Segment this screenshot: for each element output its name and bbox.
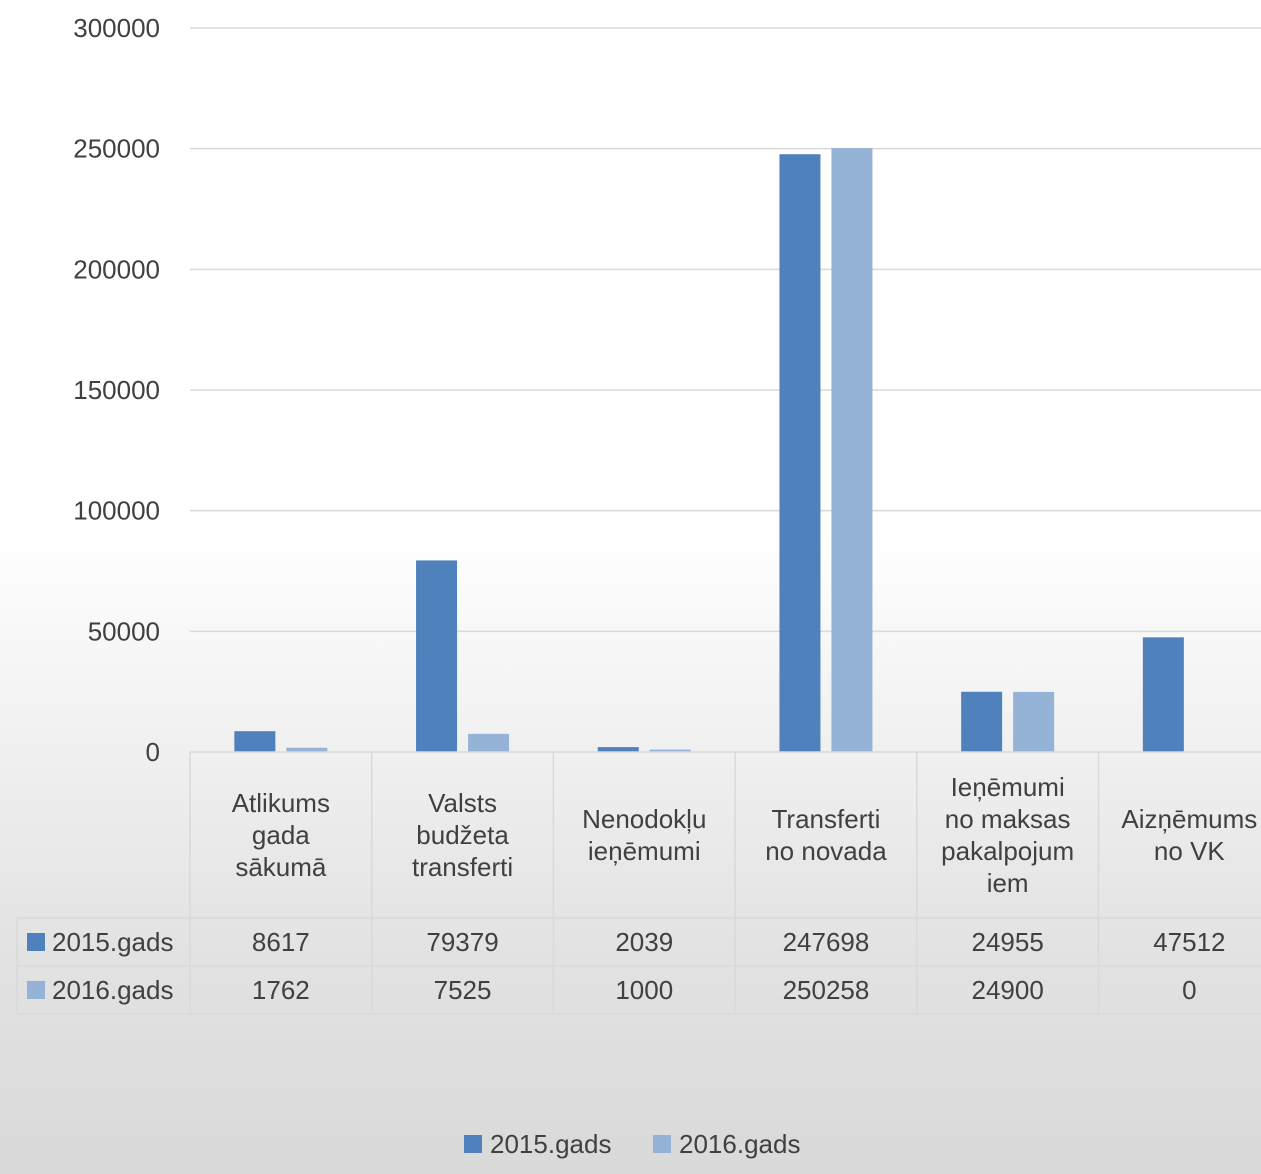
table-cell: 24955 (971, 927, 1043, 957)
bar-2015.gads-6 (1142, 637, 1184, 752)
bar-2015.gads-5 (961, 691, 1003, 752)
y-tick-label: 100000 (73, 496, 160, 526)
table-cell: 250258 (783, 975, 870, 1005)
table-cell: 47512 (1153, 927, 1225, 957)
y-axis-ticks: 0 50000 100000 150000 200000 250000 300000 (73, 13, 160, 767)
y-tick-label: 250000 (73, 134, 160, 164)
series-key-2015.gads (27, 933, 45, 951)
category-label-line: no VK (1154, 836, 1225, 866)
table-cell: 1000 (615, 975, 673, 1005)
y-tick-label: 50000 (88, 616, 160, 646)
category-label-line: sākumā (235, 852, 327, 882)
y-tick-label: 150000 (73, 375, 160, 405)
legend-label: 2015.gads (490, 1129, 611, 1159)
category-label-line: gada (252, 820, 310, 850)
category-label: Ieņēmumi no maksas pakalpojum iem (941, 772, 1074, 898)
gridlines (190, 27, 1261, 633)
y-tick-label: 200000 (73, 254, 160, 284)
bars (234, 148, 1184, 753)
table-cell: 2039 (615, 927, 673, 957)
table-cell: 79379 (426, 927, 498, 957)
category-label-line: transferti (412, 852, 513, 882)
bar-2016.gads-1 (286, 747, 328, 752)
table-cell: 7525 (434, 975, 492, 1005)
legend: 2015.gads 2016.gads (464, 1129, 800, 1159)
category-label: Transferti no novada (765, 804, 887, 866)
category-label-line: budžeta (416, 820, 509, 850)
bar-2016.gads-2 (468, 733, 510, 752)
table-cell: 8617 (252, 927, 310, 957)
category-label: Nenodokļu ieņēmumi (582, 804, 706, 866)
legend-key-2015.gads (464, 1135, 482, 1153)
series-name: 2016.gads (52, 975, 173, 1005)
bar-2016.gads-3 (649, 749, 691, 752)
bar-2015.gads-1 (234, 731, 276, 752)
category-label-line: no novada (765, 836, 887, 866)
bar-2015.gads-4 (779, 154, 821, 752)
category-label: Aizņēmums no VK (1121, 804, 1257, 866)
category-label-line: Aizņēmums (1121, 804, 1257, 834)
table-cell: 1762 (252, 975, 310, 1005)
bar-2015.gads-2 (416, 560, 458, 752)
legend-key-2016.gads (653, 1135, 671, 1153)
category-label-line: Atlikums (232, 788, 330, 818)
category-label-line: no maksas (945, 804, 1071, 834)
category-label-line: Valsts (428, 788, 497, 818)
y-tick-label: 0 (146, 737, 160, 767)
category-label: Valsts budžeta transferti (412, 788, 513, 882)
category-label-line: pakalpojum (941, 836, 1074, 866)
category-label-line: Nenodokļu (582, 804, 706, 834)
table-cell: 0 (1182, 975, 1196, 1005)
data-table: Atlikums gada sākumā Valsts budžeta transfert… (16, 751, 1261, 1015)
category-label-line: ieņēmumi (588, 836, 701, 866)
series-name: 2015.gads (52, 927, 173, 957)
bar-2015.gads-3 (597, 747, 639, 752)
bar-2016.gads-4 (831, 148, 873, 753)
category-label-line: Transferti (772, 804, 881, 834)
y-tick-label: 300000 (73, 13, 160, 43)
bar-2016.gads-5 (1013, 691, 1055, 752)
table-cell: 247698 (783, 927, 870, 957)
table-cell: 24900 (971, 975, 1043, 1005)
category-label-line: iem (987, 868, 1029, 898)
category-label: Atlikums gada sākumā (232, 788, 330, 882)
series-key-2016.gads (27, 981, 45, 999)
category-label-line: Ieņēmumi (951, 772, 1065, 802)
legend-label: 2016.gads (679, 1129, 800, 1159)
